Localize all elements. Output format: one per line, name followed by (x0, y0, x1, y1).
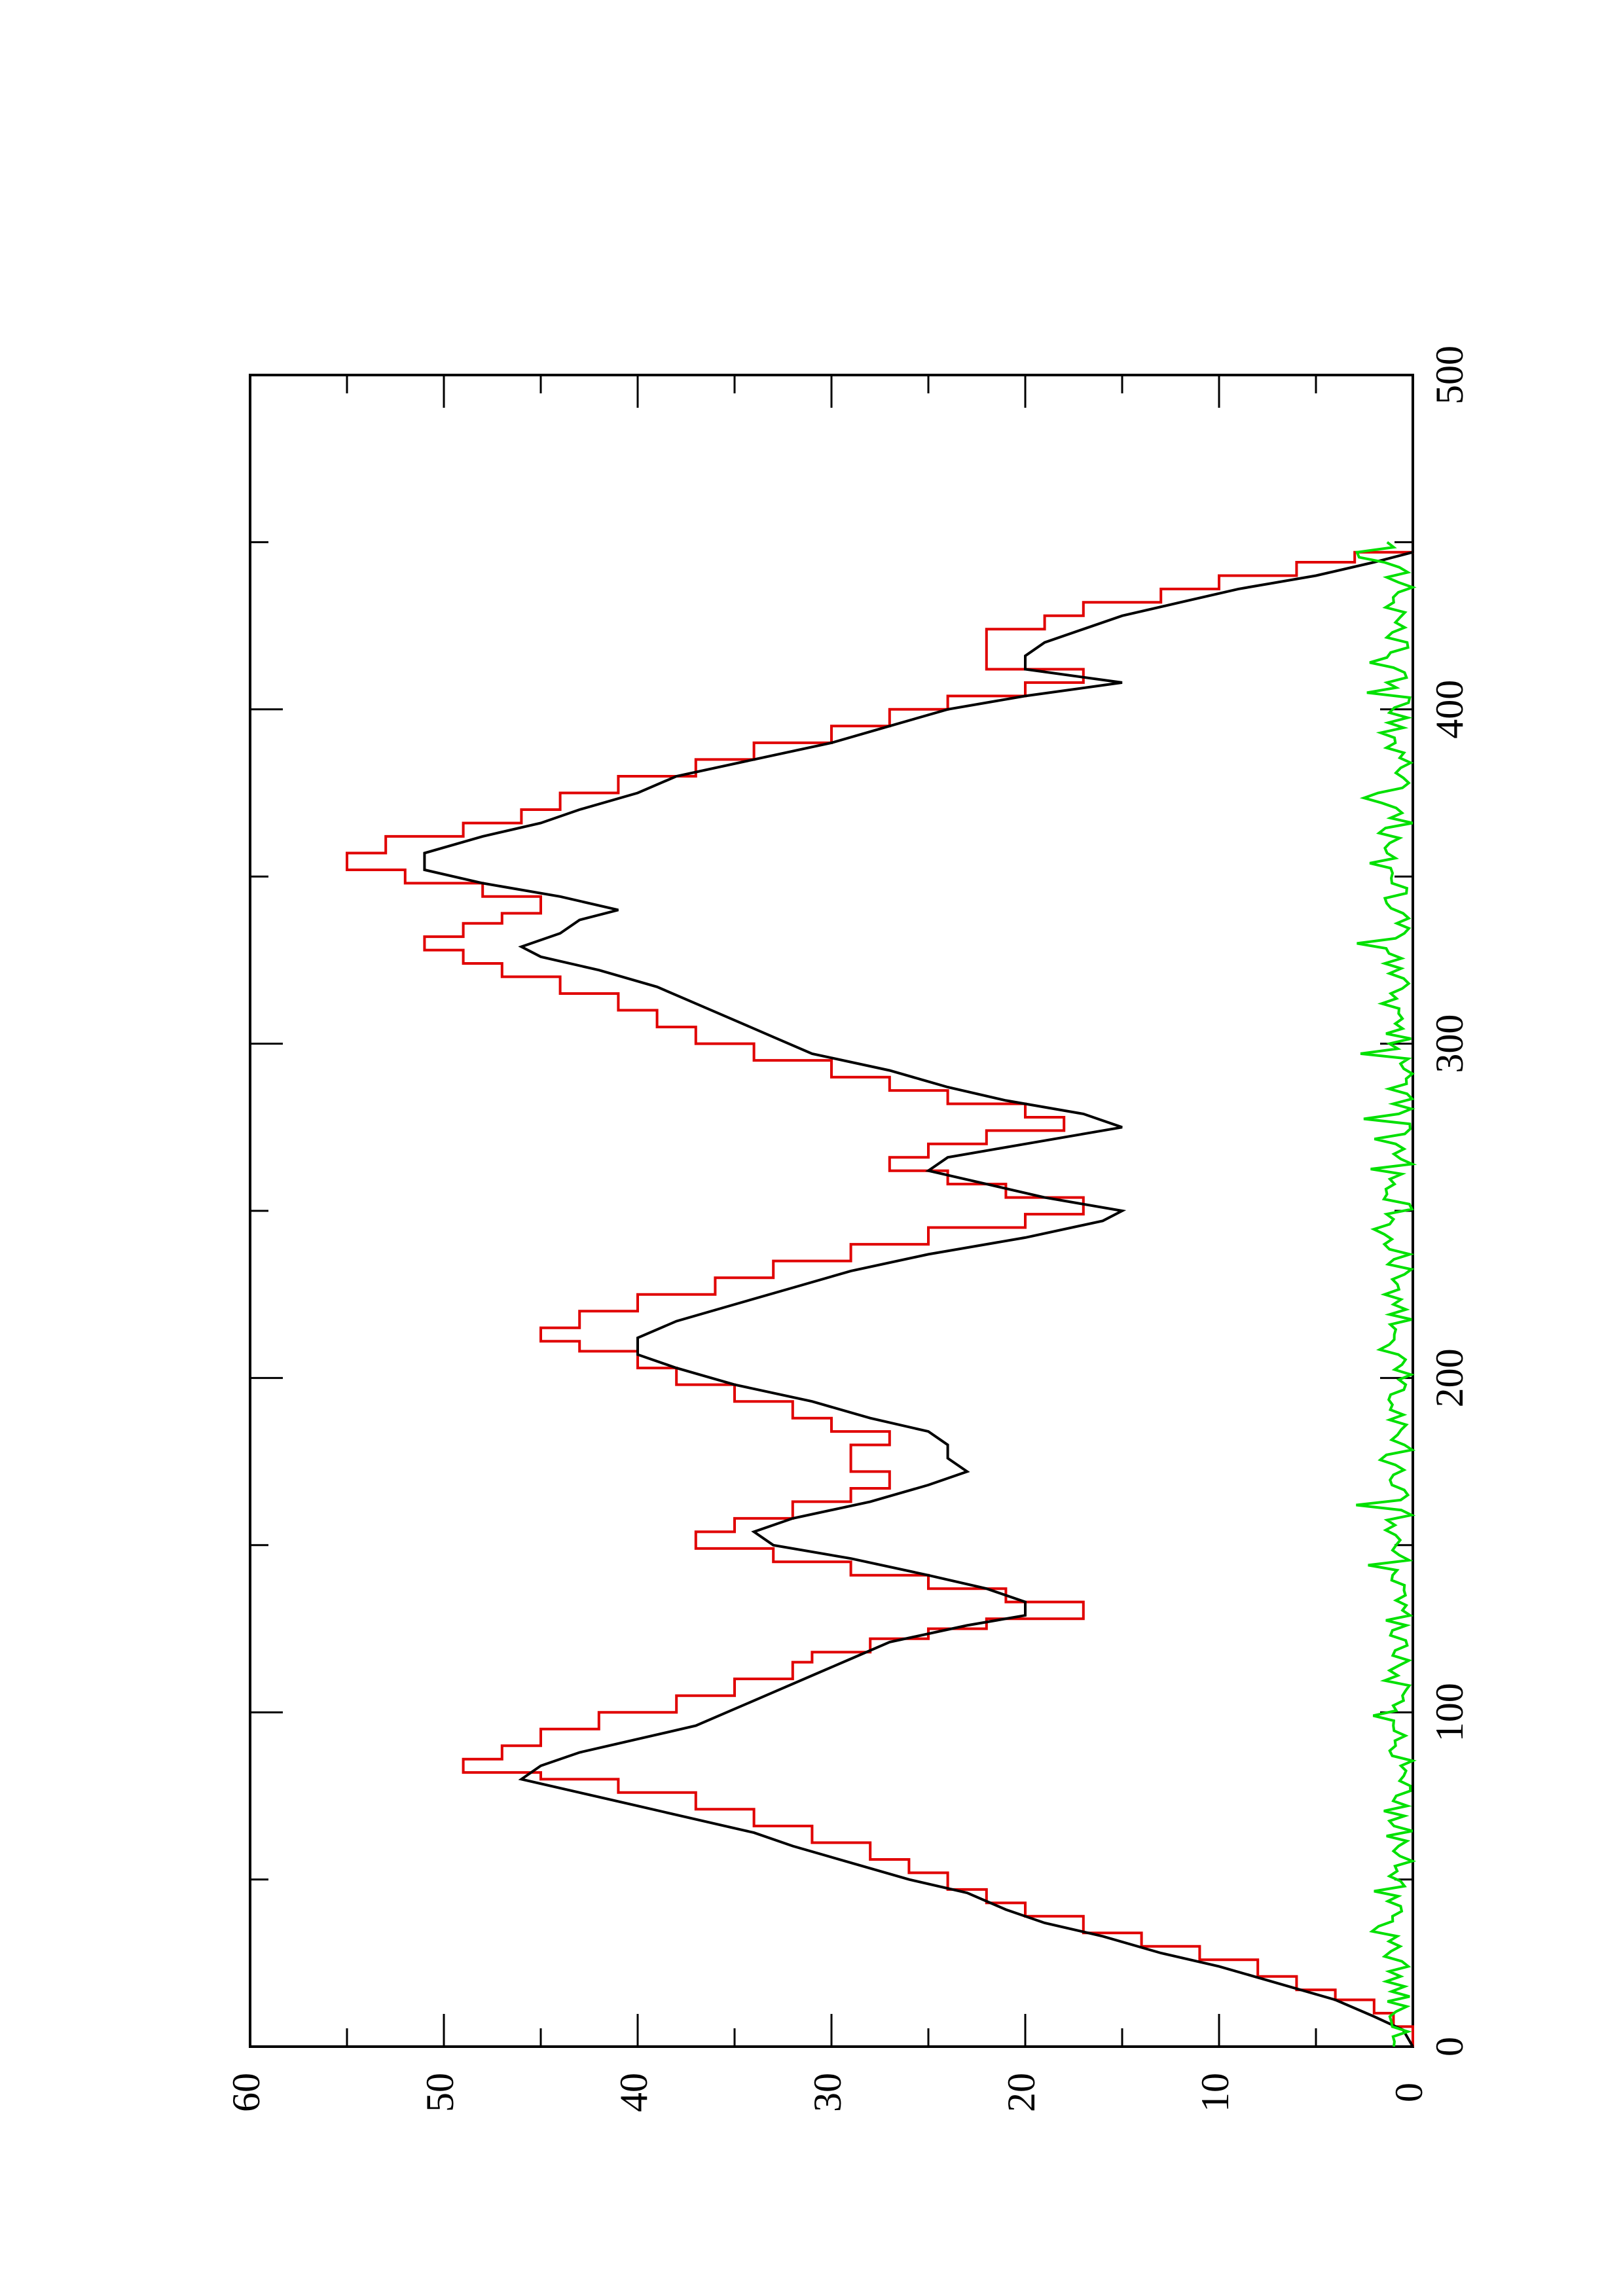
y-tick-label: 40 (612, 2073, 655, 2112)
x-tick-label: 500 (1428, 346, 1471, 404)
tick-marks (249, 374, 1414, 2048)
x-tick-label: 300 (1428, 1014, 1471, 1073)
x-tick-label: 200 (1428, 1348, 1471, 1407)
y-tick-label: 10 (1194, 2073, 1237, 2112)
x-tick-label: 400 (1428, 680, 1471, 739)
series-line-1 (346, 542, 1414, 2047)
plot-frame (249, 374, 1414, 2048)
y-tick-label: 50 (418, 2073, 462, 2112)
x-tick-label: 100 (1428, 1683, 1471, 1742)
x-tick-label: 0 (1428, 2037, 1471, 2056)
y-tick-label: 0 (1387, 2083, 1431, 2102)
y-tick-label: 30 (806, 2073, 849, 2112)
y-tick-label: 60 (225, 2073, 268, 2112)
series-line-2 (423, 542, 1414, 2048)
y-tick-label: 20 (1000, 2073, 1043, 2112)
tick-labels: 0 100 200 300 400 500 0 10 20 30 40 50 60 (225, 346, 1471, 2112)
series-lines (346, 541, 1417, 2048)
series-line-3 (1355, 541, 1417, 2047)
